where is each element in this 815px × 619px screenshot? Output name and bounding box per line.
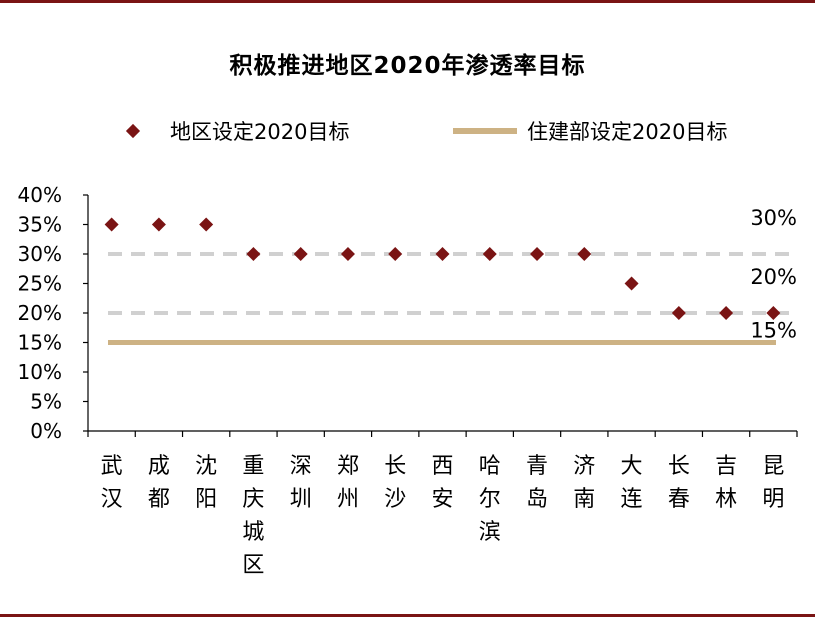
y-tick-label: 15% [18,331,62,355]
data-point-diamond [246,247,261,261]
data-point-diamond [719,306,734,320]
legend-label-ministry-target: 住建部设定2020目标 [527,120,728,144]
x-category-label: 长沙 [384,454,406,512]
x-category-label: 吉林 [715,454,737,512]
top-border [0,0,815,3]
legend-label-region-target: 地区设定2020目标 [170,120,350,144]
x-category-label: 深圳 [290,454,312,512]
chart-title: 积极推进地区2020年渗透率目标 [229,53,586,79]
data-point-diamond [624,276,639,291]
legend-line-marker [453,128,517,134]
data-point-diamond [151,217,166,232]
x-category-label: 昆明 [762,454,784,512]
data-point-diamond [766,306,781,320]
y-tick-label: 0% [30,419,62,443]
data-point-diamond [577,247,592,261]
chart-legend: 地区设定2020目标 住建部设定2020目标 [0,116,815,148]
y-tick-label: 35% [18,213,62,237]
x-category-label: 大连 [621,454,643,512]
y-tick-label: 10% [18,360,62,384]
x-category-label: 西安 [431,454,453,512]
x-category-label: 成都 [148,454,170,512]
y-tick-label: 20% [18,301,62,325]
data-point-diamond [530,247,545,261]
x-category-label: 济南 [573,454,595,512]
x-category-label: 哈尔滨 [479,454,501,545]
data-point-diamond [340,247,355,261]
legend-item-region-target: 地区设定2020目标 [125,116,350,146]
y-tick-label: 40% [18,183,62,207]
data-point-diamond [199,217,214,232]
data-point-diamond [482,247,497,261]
y-tick-label: 25% [18,272,62,296]
y-tick-label: 5% [30,390,62,414]
reference-label-15: 15% [750,319,797,343]
reference-label-30: 30% [750,206,797,230]
x-category-label: 青岛 [526,454,548,512]
data-point-diamond [671,306,686,320]
reference-label-20: 20% [750,265,797,289]
data-point-diamond [104,217,119,232]
y-tick-label: 30% [18,242,62,266]
data-point-diamond [388,247,403,261]
x-category-label: 重庆城区 [242,454,264,578]
x-category-label: 沈阳 [195,454,217,512]
x-category-label: 长春 [668,454,690,512]
x-category-label: 武汉 [101,454,123,512]
data-point-diamond [435,247,450,261]
data-point-diamond [293,247,308,261]
bottom-border [0,614,815,617]
x-category-label: 郑州 [337,454,359,512]
legend-item-ministry-target: 住建部设定2020目标 [453,116,727,146]
